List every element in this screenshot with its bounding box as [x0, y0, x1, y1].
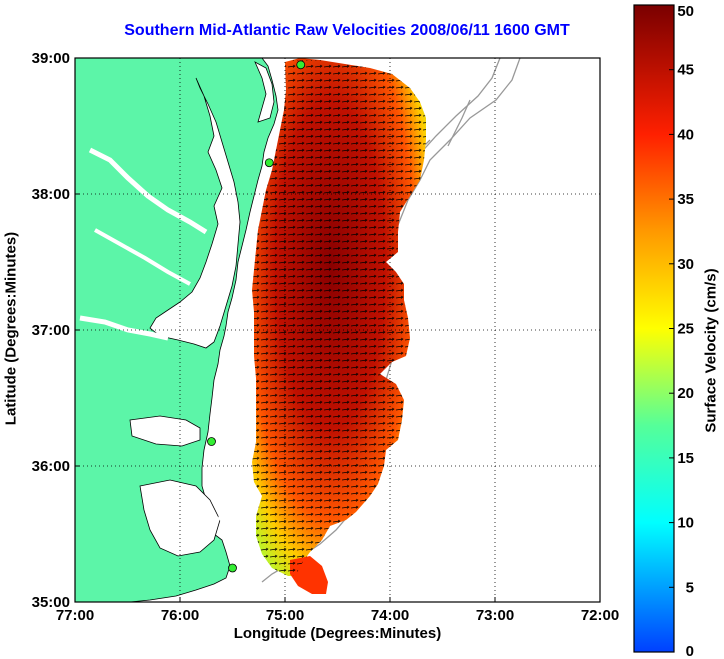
potomac-river [88, 147, 208, 235]
plot-area [75, 58, 600, 602]
x-axis-label: Longitude (Degrees:Minutes) [233, 625, 442, 642]
colorbar-tick-label: 30 [677, 256, 694, 273]
y-tick-label: 39:00 [32, 50, 70, 67]
radar-station-marker [296, 60, 306, 70]
colorbar-tick-label: 20 [677, 385, 694, 402]
map-title: Southern Mid-Atlantic Raw Velocities 200… [124, 22, 570, 39]
x-tick-label: 76:00 [161, 607, 199, 624]
y-tick-labels: 39:00 38:00 37:00 36:00 35:00 [32, 50, 80, 611]
albemarle-sound [129, 415, 201, 447]
rappahannock-river [94, 228, 191, 286]
map-grid [75, 58, 600, 602]
radar-station-marker [264, 158, 274, 168]
y-tick-label: 37:00 [32, 322, 70, 339]
x-tick-label: 72:00 [581, 607, 619, 624]
radar-station-marker [207, 437, 216, 446]
colorbar [633, 4, 675, 653]
x-tick-label: 75:00 [266, 607, 304, 624]
colorbar-tick-label: 50 [677, 3, 694, 20]
y-tick-label: 38:00 [32, 186, 70, 203]
x-tick-label: 77:00 [56, 607, 94, 624]
station-markers [207, 60, 306, 573]
y-tick-label: 35:00 [32, 594, 70, 611]
colorbar-tick-label: 10 [677, 515, 694, 532]
delaware-bay [254, 61, 275, 123]
x-tick-labels: 77:00 76:00 75:00 74:00 73:00 72:00 [56, 597, 619, 624]
x-tick-label: 73:00 [476, 607, 514, 624]
colorbar-tick-label: 35 [677, 191, 694, 208]
colorbar-tick-label: 45 [677, 62, 694, 79]
colorbar-tick-label: 0 [686, 643, 694, 659]
radar-station-marker [228, 563, 237, 573]
colorbar-tick-label: 5 [686, 579, 694, 596]
colorbar-tick-label: 40 [677, 126, 694, 143]
colorbar-tick-label: 25 [677, 321, 694, 338]
colorbar-tick-label: 15 [677, 450, 694, 467]
x-tick-label: 74:00 [371, 607, 409, 624]
chesapeake-bay [149, 77, 241, 349]
y-tick-label: 36:00 [32, 458, 70, 475]
